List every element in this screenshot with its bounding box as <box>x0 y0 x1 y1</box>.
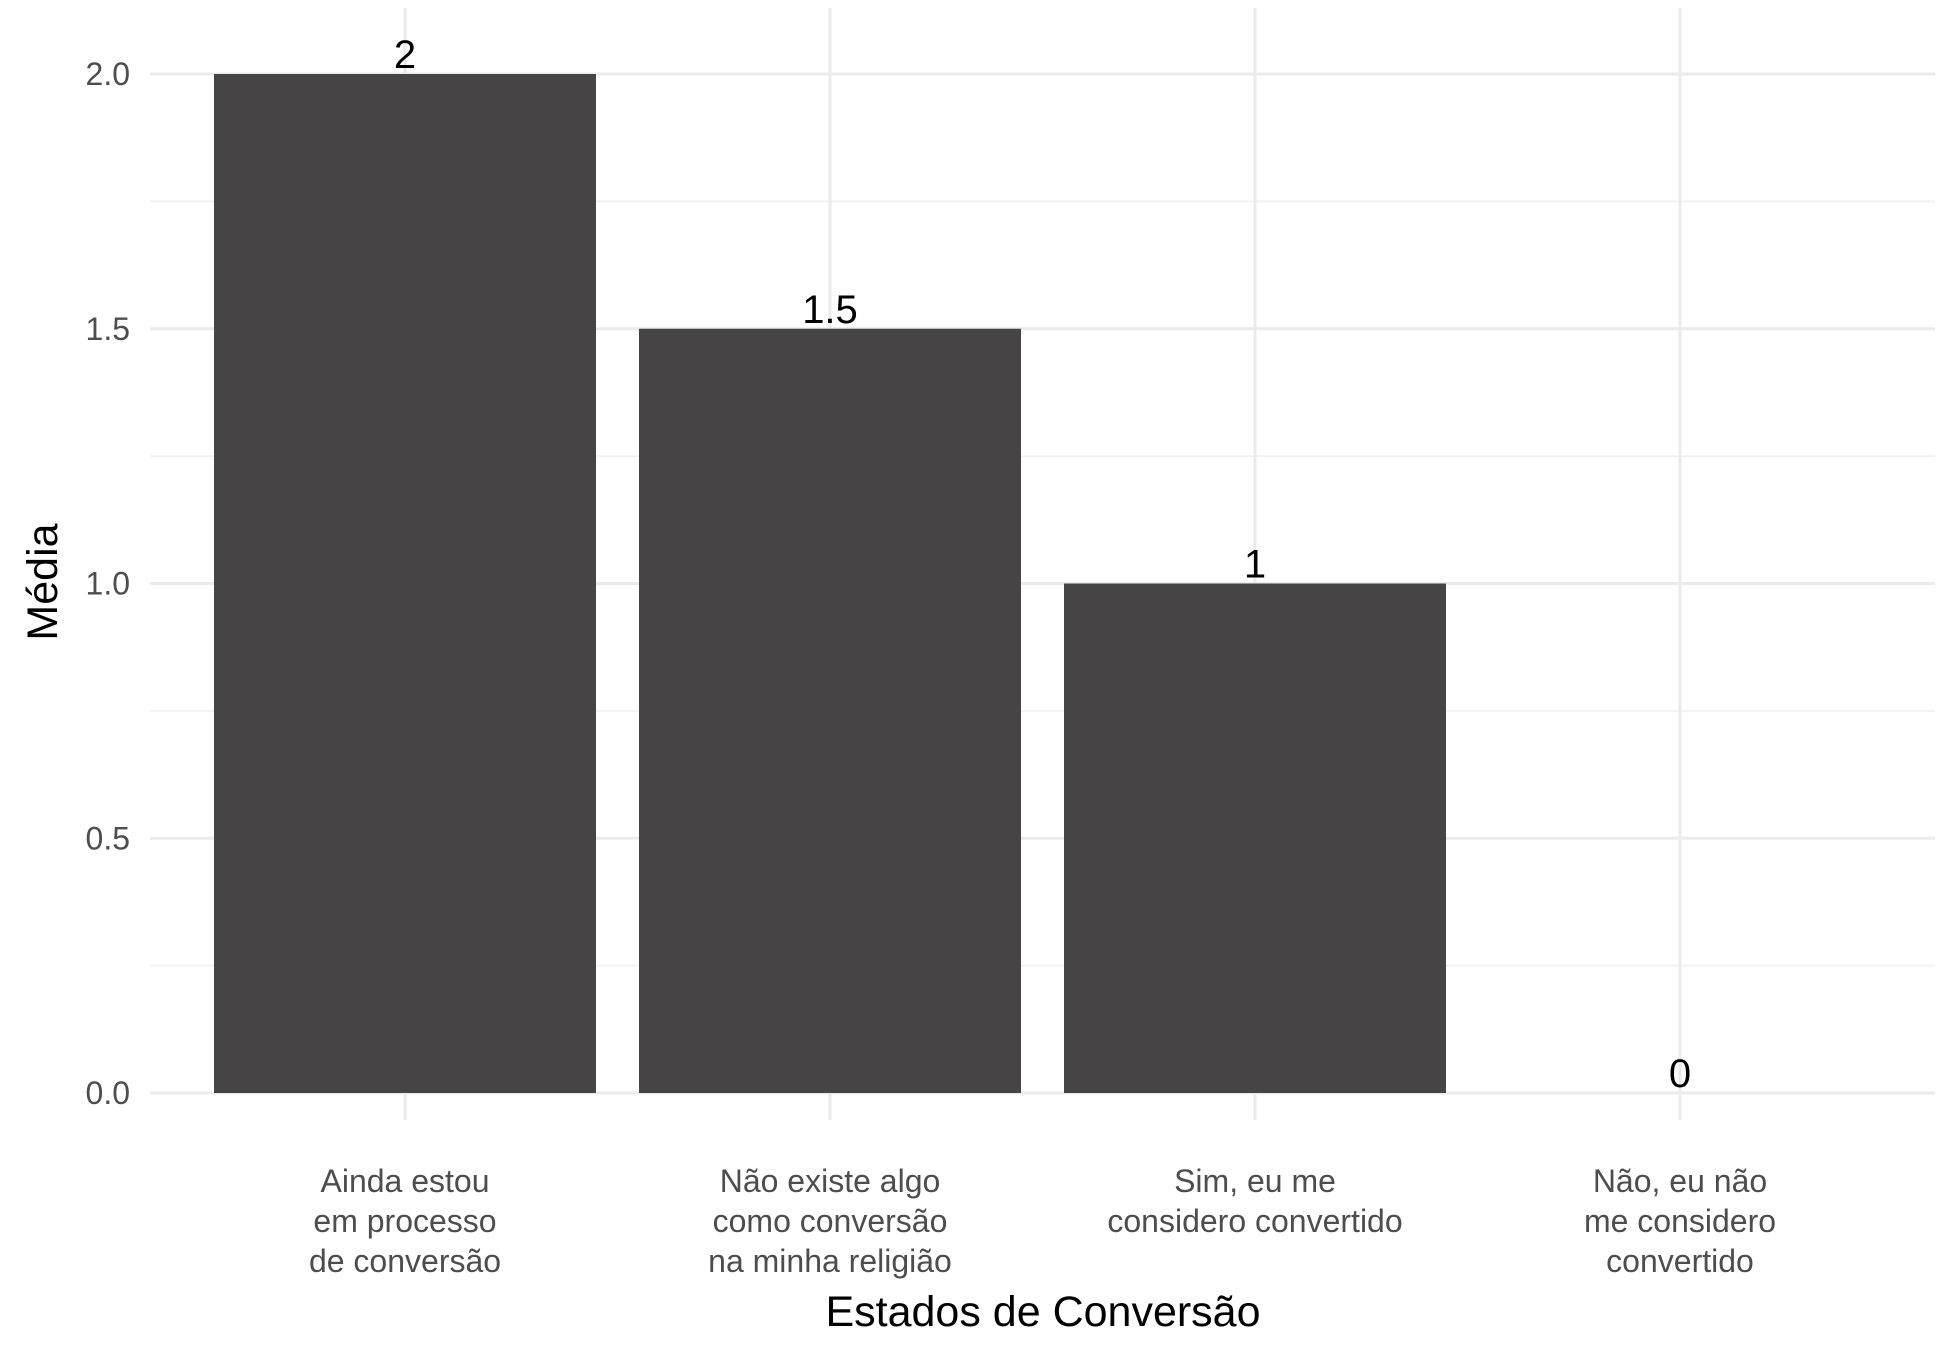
x-tick-label-line: considero convertido <box>1107 1203 1402 1239</box>
data-label: 2 <box>394 33 416 77</box>
y-tick-label: 1.0 <box>86 566 130 602</box>
bar <box>1064 583 1446 1093</box>
x-tick-label-line: Ainda estou <box>320 1163 489 1199</box>
x-tick-label-line: me considero <box>1584 1203 1776 1239</box>
x-tick-label-line: convertido <box>1606 1243 1754 1279</box>
x-axis-title: Estados de Conversão <box>825 1288 1260 1336</box>
bars <box>214 74 1446 1093</box>
x-axis-tick-labels: Ainda estou em processo de conversão Não ex… <box>309 1163 1776 1279</box>
data-label: 0 <box>1669 1052 1691 1096</box>
data-label: 1.5 <box>802 288 858 332</box>
y-tick-label: 2.0 <box>86 56 130 92</box>
x-tick-label-line: Sim, eu me <box>1174 1163 1336 1199</box>
x-tick-label-line: de conversão <box>309 1243 501 1279</box>
x-tick-label: Sim, eu me considero convertido <box>1107 1163 1402 1239</box>
y-tick-label: 1.5 <box>86 311 130 347</box>
x-tick-label-line: Não, eu não <box>1593 1163 1767 1199</box>
bar <box>639 328 1021 1093</box>
data-label: 1 <box>1244 543 1266 587</box>
x-tick-label-line: Não existe algo <box>720 1163 941 1199</box>
y-axis-title: Média <box>19 523 67 640</box>
bar <box>214 74 596 1093</box>
x-tick-label: Não, eu não me considero convertido <box>1584 1163 1776 1279</box>
x-tick-label: Não existe algo como conversão na minha re… <box>708 1163 952 1279</box>
value-labels: 2 1.5 1 0 <box>394 33 1691 1096</box>
x-tick-label-line: como conversão <box>713 1203 948 1239</box>
x-tick-label-line: na minha religião <box>708 1243 952 1279</box>
x-tick-label-line: em processo <box>313 1203 496 1239</box>
y-tick-label: 0.5 <box>86 820 130 856</box>
y-axis-tick-labels: 0.0 0.5 1.0 1.5 2.0 <box>86 56 130 1111</box>
x-tick-label: Ainda estou em processo de conversão <box>309 1163 501 1279</box>
y-tick-label: 0.0 <box>86 1075 130 1111</box>
